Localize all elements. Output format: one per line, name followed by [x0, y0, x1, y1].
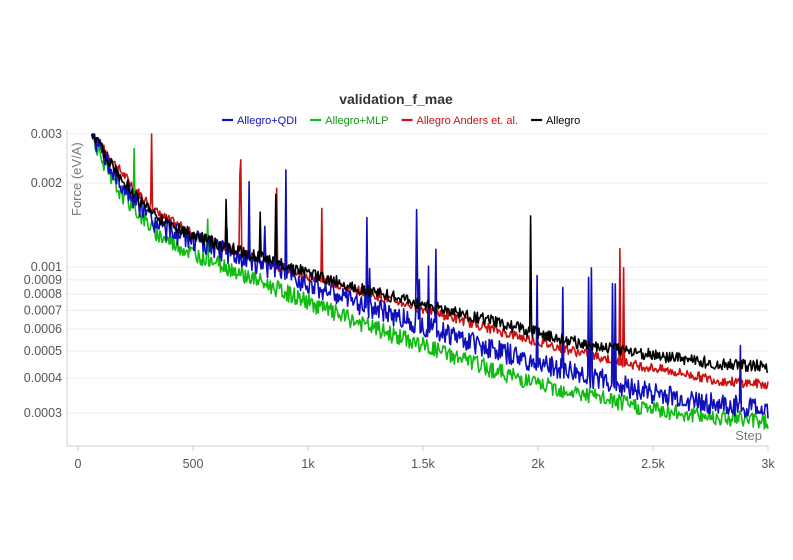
legend-item-label: Allegro+QDI: [237, 115, 297, 127]
series-line-1: [91, 133, 769, 419]
series-line-2: [91, 133, 769, 430]
y-tick-label: 0.0008: [24, 287, 62, 301]
y-tick-label: 0.0004: [24, 371, 62, 385]
x-axis-label: Step: [735, 428, 762, 443]
series-layer: [91, 133, 769, 430]
series-line-3: [91, 133, 769, 390]
legend: Allegro+QDI Allegro+MLP Allegro Anders et.…: [222, 115, 580, 127]
series-line-4: [91, 133, 769, 373]
x-tick-label: 2.5k: [641, 457, 665, 471]
legend-item-label: Allegro: [546, 115, 580, 127]
x-tick-label: 1k: [301, 457, 315, 471]
y-tick-label: 0.002: [31, 176, 62, 190]
y-axis-label: Force (eV/A): [69, 142, 84, 216]
x-tick-label: 1.5k: [411, 457, 435, 471]
chart-title: validation_f_mae: [339, 91, 453, 107]
grid: [67, 133, 768, 414]
legend-item-label: Allegro Anders et. al.: [417, 115, 519, 127]
axes: 0.00030.00040.00050.00060.00070.00080.00…: [24, 127, 776, 471]
y-tick-label: 0.0005: [24, 344, 62, 358]
x-tick-label: 2k: [531, 457, 545, 471]
legend-item-label: Allegro+MLP: [325, 115, 388, 127]
y-tick-label: 0.0009: [24, 273, 62, 287]
y-tick-label: 0.003: [31, 127, 62, 141]
y-tick-label: 0.0003: [24, 406, 62, 420]
x-tick-label: 0: [75, 457, 82, 471]
x-tick-label: 3k: [761, 457, 775, 471]
y-tick-label: 0.0006: [24, 322, 62, 336]
y-tick-label: 0.0007: [24, 303, 62, 317]
x-tick-label: 500: [183, 457, 204, 471]
y-tick-label: 0.001: [31, 260, 62, 274]
